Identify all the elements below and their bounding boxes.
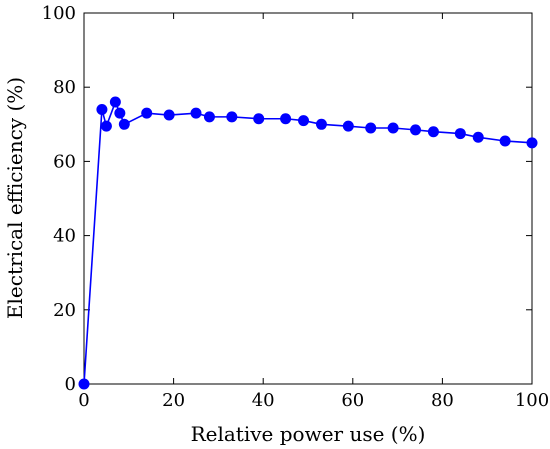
- x-tick-label: 80: [431, 390, 454, 411]
- y-tick-label: 100: [42, 3, 76, 24]
- data-point: [190, 107, 202, 119]
- x-tick-label: 100: [515, 390, 549, 411]
- axis-ticks: 0 20 40 60 80 100 0 20 40 60 80 100: [42, 3, 550, 411]
- x-tick-label: 20: [162, 390, 185, 411]
- y-tick-label: 20: [53, 300, 76, 321]
- data-point: [96, 103, 108, 115]
- data-point: [118, 118, 130, 130]
- data-point: [526, 137, 538, 149]
- y-axis-title: Electrical efficiency (%): [3, 77, 27, 319]
- data-point: [387, 122, 399, 134]
- data-point: [203, 111, 215, 123]
- data-point: [163, 109, 175, 121]
- y-tick-label: 40: [53, 226, 76, 247]
- data-point: [78, 378, 90, 390]
- series-line: [83, 99, 533, 385]
- data-point: [410, 124, 422, 136]
- plot-frame: [83, 12, 533, 385]
- data-point: [298, 115, 310, 127]
- x-tick-label: 0: [78, 390, 89, 411]
- data-point: [253, 113, 265, 125]
- data-point: [427, 126, 439, 138]
- data-point: [109, 96, 121, 108]
- data-point: [365, 122, 377, 134]
- data-point: [141, 107, 153, 119]
- data-point: [100, 120, 112, 132]
- data-point: [472, 131, 484, 143]
- data-point: [342, 120, 354, 132]
- data-point: [280, 113, 292, 125]
- y-tick-label: 60: [53, 151, 76, 172]
- data-point: [226, 111, 238, 123]
- x-axis-title: Relative power use (%): [191, 422, 426, 446]
- data-point: [114, 107, 126, 119]
- data-point: [315, 118, 327, 130]
- data-series: [78, 96, 538, 390]
- y-tick-label: 0: [65, 374, 76, 395]
- y-tick-label: 80: [53, 77, 76, 98]
- data-point: [499, 135, 511, 147]
- x-tick-label: 60: [341, 390, 364, 411]
- data-point: [454, 128, 466, 140]
- x-tick-label: 40: [252, 390, 275, 411]
